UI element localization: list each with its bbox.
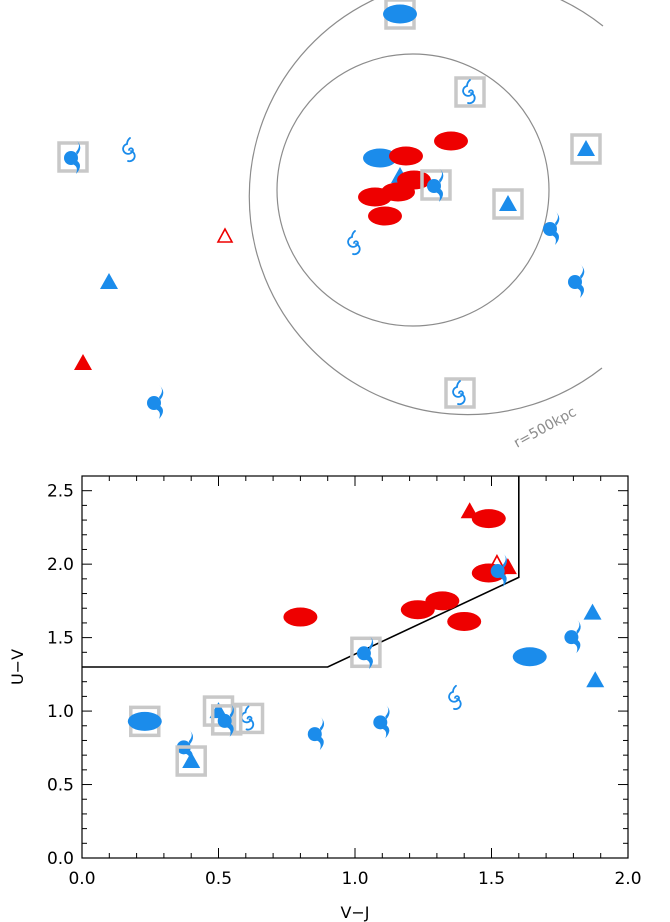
y-tick-label-4: 2.0 <box>47 555 74 575</box>
axis-tick-labels: 0.0 0.5 1.0 1.5 2.0 0.0 0.5 1.0 1.5 2.0 2.5 <box>47 482 642 889</box>
cc-marker-elliptical-1 <box>471 509 506 529</box>
cc-marker-filled-triangle-23 <box>175 745 207 777</box>
map-marker-elliptical-6 <box>363 148 397 168</box>
cc-marker-spiral-15 <box>448 684 462 710</box>
map-marker-late-type-symbol-4 <box>57 140 89 174</box>
map-marker-elliptical-2 <box>434 131 468 151</box>
cc-marker-elliptical-10 <box>447 611 482 631</box>
x-tick-label-1: 0.5 <box>205 869 232 889</box>
x-tick-label-3: 1.5 <box>478 869 505 889</box>
y-tick-label-0: 0.0 <box>47 849 74 869</box>
map-highlight-box-5 <box>570 133 602 165</box>
spatial-map-panel: r=500kpc <box>57 0 604 451</box>
map-marker-spiral-3 <box>122 137 136 163</box>
color-color-markers <box>127 502 605 777</box>
x-tick-label-4: 2.0 <box>614 869 641 889</box>
cc-marker-late-type-symbol-5 <box>490 553 507 588</box>
cc-marker-filled-triangle-14 <box>586 671 605 688</box>
cc-highlight-box-12 <box>350 636 382 669</box>
map-marker-elliptical-0 <box>383 0 417 30</box>
cc-highlight-box-18 <box>210 704 243 736</box>
cc-marker-elliptical-7 <box>400 600 435 620</box>
ring-label: r=500kpc <box>511 404 579 451</box>
cc-marker-late-type-symbol-18 <box>210 702 243 737</box>
cc-marker-late-type-symbol-21 <box>307 716 325 751</box>
map-marker-elliptical-14 <box>368 206 402 226</box>
y-axis-title: U−V <box>8 649 27 685</box>
map-marker-spiral-1 <box>454 76 486 108</box>
map-marker-filled-triangle-13 <box>492 188 524 220</box>
y-tick-label-1: 0.5 <box>47 776 74 796</box>
map-marker-late-type-symbol-18 <box>568 264 585 298</box>
map-marker-spiral-17 <box>347 230 361 256</box>
cc-marker-late-type-symbol-12 <box>350 635 382 670</box>
map-highlight-box-13 <box>492 188 524 220</box>
outer-ring-500kpc <box>248 0 604 416</box>
x-axis-title: V−J <box>340 903 369 922</box>
inner-ring <box>276 53 550 327</box>
cc-highlight-box-17 <box>232 702 265 735</box>
cc-marker-late-type-symbol-11 <box>564 619 581 654</box>
color-color-panel: 0.0 0.5 1.0 1.5 2.0 0.0 0.5 1.0 1.5 2.0 2.5 V−J U−… <box>8 475 642 922</box>
map-marker-late-type-symbol-15 <box>543 211 560 245</box>
axis-ticks <box>81 475 629 859</box>
cc-marker-late-type-symbol-19 <box>373 704 390 739</box>
map-marker-spiral-21 <box>444 377 476 409</box>
map-marker-elliptical-12 <box>358 187 392 207</box>
map-highlight-box-4 <box>57 141 89 173</box>
cc-marker-filled-triangle-8 <box>583 603 602 620</box>
map-marker-late-type-symbol-22 <box>147 385 164 419</box>
map-marker-open-triangle-16 <box>216 227 234 243</box>
map-marker-elliptical-7 <box>389 146 423 166</box>
cc-highlight-box-23 <box>175 745 207 777</box>
y-tick-label-3: 1.5 <box>47 629 74 649</box>
x-tick-label-0: 0.0 <box>68 869 95 889</box>
y-tick-label-5: 2.5 <box>47 482 74 502</box>
cc-marker-elliptical-20 <box>127 705 162 738</box>
map-marker-filled-triangle-20 <box>74 354 92 370</box>
map-highlight-box-10 <box>420 169 452 201</box>
map-marker-filled-triangle-5 <box>570 133 602 165</box>
map-highlight-box-1 <box>454 76 486 108</box>
quiescent-boundary-line <box>82 476 520 668</box>
map-marker-late-type-symbol-10 <box>420 168 452 202</box>
spatial-markers <box>57 0 602 419</box>
cc-marker-elliptical-9 <box>283 607 318 627</box>
cc-marker-elliptical-13 <box>512 647 547 667</box>
cc-marker-spiral-17 <box>232 702 265 735</box>
map-marker-filled-triangle-19 <box>100 273 118 289</box>
cc-marker-elliptical-6 <box>425 591 460 611</box>
x-tick-label-2: 1.0 <box>341 869 368 889</box>
map-highlight-box-21 <box>444 377 476 409</box>
y-tick-label-2: 1.0 <box>47 702 74 722</box>
